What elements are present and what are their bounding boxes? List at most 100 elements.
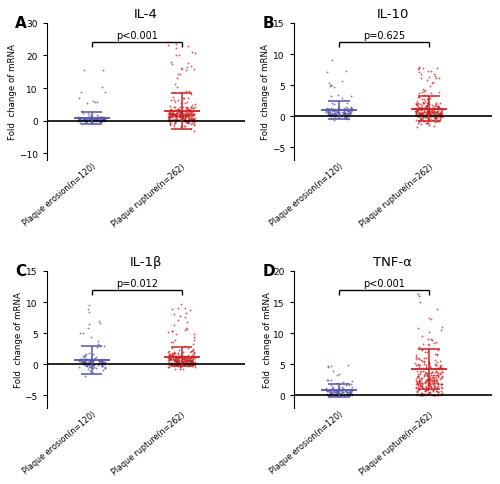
Point (430, 368, 438, 376)
Point (191, 115, 199, 122)
Point (340, 109, 347, 117)
Point (430, 384, 438, 392)
Point (343, 110, 351, 118)
Point (96, 319, 104, 327)
Point (428, 113, 436, 121)
Point (175, 106, 183, 114)
Point (183, 353, 191, 361)
Point (78, 116, 86, 124)
Point (418, 382, 426, 390)
Point (81, 351, 89, 359)
Point (433, 65, 441, 73)
Point (430, 108, 438, 116)
Point (98, 115, 106, 122)
Point (326, 111, 334, 119)
Point (184, 115, 192, 122)
Point (172, 41, 179, 48)
Point (334, 106, 342, 114)
Point (414, 112, 422, 120)
Point (182, 67, 190, 75)
Point (188, 357, 196, 364)
Point (176, 361, 184, 369)
Point (420, 105, 428, 112)
Point (345, 391, 353, 398)
Point (429, 106, 437, 113)
Point (417, 106, 425, 114)
Point (325, 109, 333, 117)
Point (324, 106, 332, 113)
Point (426, 364, 434, 372)
Point (172, 119, 179, 126)
Point (420, 354, 428, 362)
Point (326, 392, 334, 399)
Point (171, 356, 179, 364)
Point (170, 363, 178, 371)
Point (422, 108, 430, 116)
Point (424, 386, 432, 394)
Point (326, 111, 334, 119)
Point (188, 353, 196, 361)
Point (166, 59, 174, 67)
Point (424, 335, 432, 343)
Point (421, 368, 429, 376)
Point (438, 324, 446, 332)
Text: p=0.012: p=0.012 (116, 279, 158, 289)
Point (332, 392, 340, 399)
Point (424, 117, 432, 124)
Point (436, 362, 444, 369)
Point (416, 105, 424, 113)
Point (82, 117, 90, 124)
Point (186, 357, 194, 364)
Point (94, 114, 102, 121)
Point (422, 111, 430, 119)
Point (172, 112, 179, 120)
Point (175, 354, 183, 362)
Point (415, 376, 423, 384)
Point (432, 357, 440, 364)
Point (98, 116, 106, 124)
Point (188, 352, 196, 360)
Point (438, 365, 446, 373)
Point (432, 384, 440, 392)
Point (427, 384, 435, 392)
Point (414, 66, 422, 74)
Point (434, 364, 442, 372)
Point (172, 361, 179, 369)
Point (165, 363, 173, 371)
Point (430, 376, 438, 384)
Point (172, 353, 180, 361)
Point (424, 107, 432, 115)
Point (189, 362, 197, 369)
Point (182, 354, 190, 362)
Point (180, 355, 188, 363)
Point (326, 388, 334, 396)
Point (169, 355, 177, 363)
Point (190, 128, 198, 136)
Point (334, 391, 342, 398)
Point (173, 109, 181, 117)
Point (176, 100, 184, 107)
Point (180, 100, 188, 107)
Point (101, 115, 109, 122)
Point (437, 392, 445, 399)
Point (172, 52, 180, 60)
Point (93, 112, 101, 120)
Point (164, 111, 172, 119)
Point (176, 112, 184, 120)
Point (188, 353, 196, 361)
Point (420, 114, 428, 121)
Point (172, 118, 180, 126)
Point (177, 363, 185, 371)
Point (172, 331, 180, 338)
Point (329, 367, 337, 375)
Point (173, 357, 181, 365)
Point (412, 112, 420, 120)
Point (188, 107, 196, 115)
Point (336, 391, 344, 398)
Point (88, 358, 96, 365)
Point (74, 114, 82, 122)
Point (178, 351, 186, 359)
Point (170, 104, 177, 112)
Point (176, 362, 184, 369)
Point (328, 106, 336, 113)
